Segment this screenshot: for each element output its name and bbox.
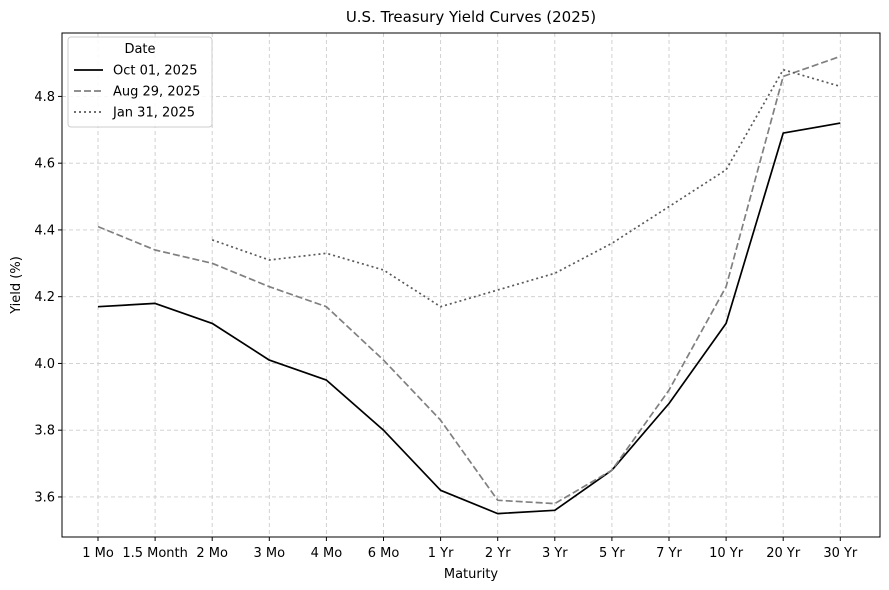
x-tick-label: 10 Yr — [709, 546, 744, 561]
x-tick-label: 5 Yr — [599, 546, 625, 561]
legend: Date Oct 01, 2025 Aug 29, 2025 Jan 31, 202… — [67, 36, 213, 128]
y-tick-label: 4.6 — [34, 157, 55, 172]
y-tick-label: 4.4 — [34, 223, 55, 238]
x-tick-label: 4 Mo — [311, 546, 343, 561]
series-line-1 — [97, 122, 841, 515]
grid — [62, 33, 880, 537]
series-line-3 — [211, 68, 841, 308]
legend-label: Oct 01, 2025 — [113, 64, 198, 79]
x-tick-label: 1 Yr — [428, 546, 454, 561]
x-tick-label: 3 Mo — [254, 546, 286, 561]
y-tick-label: 3.6 — [34, 490, 55, 505]
legend-label: Aug 29, 2025 — [113, 85, 200, 100]
x-tick-label: 2 Mo — [196, 546, 228, 561]
axes: 1 Mo 1.5 Month 2 Mo 3 Mo 4 Mo 6 Mo 1 Yr 2 Yr 3 Y… — [34, 90, 858, 561]
y-tick-label: 4.2 — [34, 290, 55, 305]
y-axis-label: Yield (%) — [9, 256, 24, 315]
y-tick-label: 4.8 — [34, 90, 55, 105]
series-line-2 — [97, 55, 841, 505]
x-tick-label: 3 Yr — [542, 546, 568, 561]
x-axis-label: Maturity — [444, 567, 499, 582]
x-tick-label: 30 Yr — [823, 546, 858, 561]
legend-box — [67, 36, 213, 128]
x-tick-label: 1.5 Month — [122, 546, 188, 561]
x-tick-label: 20 Yr — [766, 546, 801, 561]
x-tick-label: 2 Yr — [485, 546, 511, 561]
x-tick-label: 6 Mo — [368, 546, 400, 561]
x-tick-label: 7 Yr — [656, 546, 682, 561]
y-tick-label: 3.8 — [34, 424, 55, 439]
y-tick-label: 4.0 — [34, 357, 55, 372]
chart-title: U.S. Treasury Yield Curves (2025) — [346, 8, 596, 26]
legend-title: Date — [124, 42, 155, 57]
x-tick-label: 1 Mo — [82, 546, 114, 561]
plot-area — [61, 32, 881, 538]
legend-label: Jan 31, 2025 — [112, 106, 195, 121]
series-lines — [97, 55, 841, 515]
